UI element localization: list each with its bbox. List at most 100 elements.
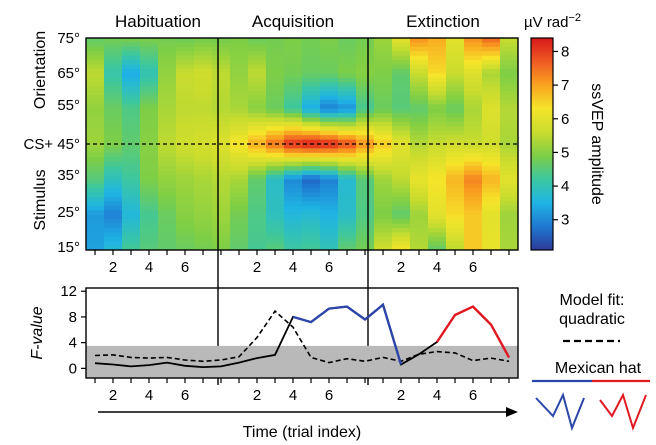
heatmap-cell — [266, 201, 285, 207]
heatmap-cell — [158, 166, 177, 172]
heatmap-cell — [248, 135, 267, 141]
heatmap-cell — [104, 197, 123, 203]
heatmap-cell — [176, 174, 195, 180]
heatmap-cell — [122, 188, 141, 194]
heatmap-cell — [176, 232, 195, 238]
heatmap-cell — [158, 46, 177, 52]
heatmap-cell — [86, 214, 105, 220]
heatmap-cell — [230, 86, 249, 92]
heatmap-cell — [194, 166, 213, 172]
heatmap-cell — [410, 219, 429, 225]
heatmap-cell — [428, 179, 447, 185]
heatmap-cell — [374, 219, 393, 225]
heatmap-cell — [212, 108, 231, 114]
heatmap-cell — [230, 188, 249, 194]
heatmap-cell — [482, 179, 501, 185]
heatmap-cell — [428, 223, 447, 229]
heatmap-cell — [122, 51, 141, 57]
heatmap-cell — [158, 148, 177, 154]
heatmap-cell — [428, 113, 447, 119]
heatmap-cell — [500, 64, 518, 70]
heatmap-cell — [86, 223, 105, 229]
heatmap-cell — [464, 236, 483, 242]
x-tick-label: 2 — [253, 259, 261, 276]
heatmap-cell — [248, 121, 267, 127]
heatmap-cell — [500, 91, 518, 97]
colorbar-tick-label: 3 — [561, 212, 569, 229]
heatmap-cell — [500, 227, 518, 233]
y-axis-label-orientation: Orientation — [32, 31, 49, 109]
heatmap-cell — [482, 121, 501, 127]
heatmap-cell — [212, 135, 231, 141]
heatmap-cell — [248, 197, 267, 203]
heatmap-cell — [302, 77, 321, 83]
heatmap-cell — [176, 139, 195, 145]
heatmap-cell — [266, 205, 285, 211]
heatmap-cell — [122, 121, 141, 127]
heatmap-cell — [140, 46, 159, 52]
heatmap-cell — [428, 227, 447, 233]
heatmap-cell — [482, 139, 501, 145]
heatmap-cell — [374, 183, 393, 189]
heatmap-cell — [338, 227, 357, 233]
heatmap-cell — [428, 82, 447, 88]
heatmap-cell — [338, 148, 357, 154]
heatmap-cell — [338, 126, 357, 132]
f-y-tick-label: 4 — [69, 335, 77, 352]
heatmap-cell — [158, 135, 177, 141]
heatmap-cell — [392, 91, 411, 97]
heatmap-cell — [248, 42, 267, 48]
heatmap-cell — [446, 148, 465, 154]
heatmap-cell — [122, 130, 141, 136]
heatmap-cell — [338, 82, 357, 88]
heatmap-cell — [212, 183, 231, 189]
heatmap-cell — [356, 46, 375, 52]
heatmap-cell — [140, 166, 159, 172]
heatmap-cell — [302, 236, 321, 242]
heatmap-cell — [86, 183, 105, 189]
heatmap-cell — [320, 144, 339, 150]
heatmap-cell — [194, 68, 213, 74]
heatmap-cell — [500, 60, 518, 66]
heatmap-cell — [392, 201, 411, 207]
heatmap-cell — [266, 55, 285, 61]
heatmap-cell — [410, 214, 429, 220]
heatmap-cell — [338, 232, 357, 238]
heatmap-cell — [410, 148, 429, 154]
heatmap-cell — [410, 68, 429, 74]
heatmap-cell — [320, 197, 339, 203]
heatmap-cell — [374, 170, 393, 176]
heatmap-cell — [356, 51, 375, 57]
heatmap-cell — [410, 197, 429, 203]
heatmap-cell — [158, 95, 177, 101]
heatmap-cell — [410, 113, 429, 119]
heatmap-cell — [230, 130, 249, 136]
heatmap-cell — [374, 51, 393, 57]
heatmap-cell — [140, 55, 159, 61]
heatmap-cell — [374, 60, 393, 66]
heatmap-cell — [500, 223, 518, 229]
heatmap-cell — [176, 210, 195, 216]
heatmap-cell — [266, 144, 285, 150]
heatmap-cell — [104, 148, 123, 154]
heatmap-cell — [446, 126, 465, 132]
heatmap-cell — [410, 104, 429, 110]
heatmap-cell — [158, 139, 177, 145]
heatmap-cell — [320, 188, 339, 194]
heatmap-cell — [140, 183, 159, 189]
heatmap-cell — [392, 139, 411, 145]
heatmap-cell — [500, 117, 518, 123]
heatmap-cell — [482, 82, 501, 88]
heatmap-cell — [266, 77, 285, 83]
heatmap-cell — [428, 46, 447, 52]
heatmap-cell — [230, 148, 249, 154]
heatmap-cell — [428, 55, 447, 61]
heatmap-cell — [230, 223, 249, 229]
heatmap-cell — [176, 82, 195, 88]
heatmap-cell — [86, 219, 105, 225]
heatmap-cell — [266, 64, 285, 70]
heatmap-cell — [500, 42, 518, 48]
heatmap-cell — [392, 68, 411, 74]
heatmap-cell — [86, 157, 105, 163]
heatmap-cell — [122, 95, 141, 101]
